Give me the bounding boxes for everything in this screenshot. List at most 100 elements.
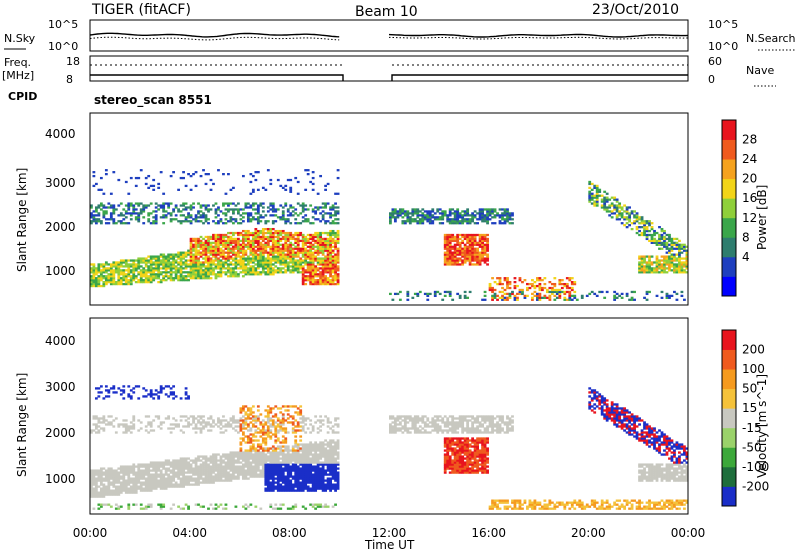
heatmap-cell <box>481 233 484 237</box>
heatmap-cell <box>144 263 148 266</box>
heatmap-cell <box>159 485 163 488</box>
heatmap-cell <box>174 204 178 207</box>
heatmap-cell <box>234 208 238 211</box>
heatmap-cell <box>107 206 111 209</box>
heatmap-cell <box>271 483 275 486</box>
heatmap-cell <box>463 237 467 241</box>
heatmap-cell <box>473 243 477 246</box>
heatmap-cell <box>169 253 173 256</box>
heatmap-cell <box>137 477 141 480</box>
heatmap-cell <box>269 469 273 472</box>
heatmap-cell <box>271 461 275 464</box>
heatmap-cell <box>149 257 153 260</box>
heatmap-cell <box>92 493 96 496</box>
heatmap-cell <box>99 467 103 470</box>
heatmap-cell <box>274 245 278 248</box>
heatmap-cell <box>119 487 123 490</box>
heatmap-cell <box>276 485 280 488</box>
heatmap-cell <box>279 184 283 188</box>
heatmap-cell <box>276 475 280 478</box>
heatmap-cell <box>628 212 631 215</box>
heatmap-cell <box>234 273 238 276</box>
heatmap-cell <box>192 427 195 430</box>
heatmap-cell <box>224 239 228 243</box>
heatmap-cell <box>124 429 128 432</box>
heatmap-cell <box>187 479 190 482</box>
heatmap-cell <box>446 247 450 250</box>
heatmap-cell <box>458 253 462 256</box>
heatmap-cell <box>179 251 183 254</box>
heatmap-cell <box>167 204 171 207</box>
heatmap-cell <box>276 459 280 462</box>
heatmap-cell <box>675 237 679 241</box>
heatmap-cell <box>246 273 250 276</box>
heatmap-cell <box>152 279 156 282</box>
heatmap-cell <box>615 216 619 219</box>
heatmap-cell <box>478 235 482 239</box>
heatmap-cell <box>142 259 146 262</box>
heatmap-cell <box>326 247 330 250</box>
heatmap-cell <box>329 237 332 241</box>
heatmap-cell <box>478 233 482 237</box>
heatmap-cell <box>97 391 101 394</box>
freq-label: Freq. <box>4 56 31 69</box>
heatmap-cell <box>192 237 195 241</box>
heatmap-cell <box>192 277 195 280</box>
heatmap-cell <box>451 245 455 248</box>
heatmap-cell <box>458 243 462 246</box>
heatmap-cell <box>114 489 118 492</box>
heatmap-cell <box>411 208 415 211</box>
heatmap-cell <box>152 271 156 274</box>
heatmap-cell <box>251 411 255 414</box>
heatmap-cell <box>316 235 320 239</box>
heatmap-cell <box>329 275 332 278</box>
heatmap-cell <box>466 257 470 260</box>
heatmap-cell <box>112 218 116 221</box>
heatmap-cell <box>336 239 340 243</box>
heatmap-cell <box>99 421 103 424</box>
heatmap-cell <box>249 409 253 412</box>
heatmap-cell <box>545 290 549 294</box>
heatmap-cell <box>194 184 198 188</box>
heatmap-cell <box>90 206 93 209</box>
heatmap-cell <box>134 485 138 488</box>
heatmap-cell <box>281 271 285 274</box>
heatmap-cell <box>127 465 131 468</box>
heatmap-cell <box>132 463 136 466</box>
heatmap-cell <box>102 265 106 268</box>
heatmap-cell <box>254 171 258 174</box>
heatmap-cell <box>311 255 315 258</box>
heatmap-cell <box>463 235 467 239</box>
heatmap-cell <box>553 282 557 286</box>
heatmap-cell <box>683 269 686 272</box>
heatmap-cell <box>264 469 268 472</box>
heatmap-cell <box>244 202 248 205</box>
heatmap-cell <box>276 479 280 482</box>
heatmap-cell <box>483 259 487 262</box>
heatmap-cell <box>164 279 168 282</box>
heatmap-cell <box>595 194 599 197</box>
heatmap-cell <box>222 173 225 176</box>
heatmap-cell <box>194 249 198 252</box>
heatmap-cell <box>197 271 200 274</box>
heatmap-cell <box>212 455 215 458</box>
heatmap-cell <box>678 257 681 260</box>
heatmap-cell <box>254 218 258 221</box>
heatmap-cell <box>232 257 235 260</box>
heatmap-cell <box>269 239 273 243</box>
heatmap-cell <box>264 487 268 490</box>
heatmap-cell <box>90 204 93 207</box>
heatmap-cell <box>336 231 340 235</box>
heatmap-cell <box>241 253 245 256</box>
heatmap-cell <box>102 192 106 195</box>
heatmap-cell <box>331 239 335 243</box>
heatmap-cell <box>209 469 213 472</box>
heatmap-cell <box>154 261 158 264</box>
heatmap-cell <box>234 275 238 278</box>
heatmap-cell <box>271 204 275 207</box>
heatmap-cell <box>321 251 325 254</box>
heatmap-cell <box>194 459 198 462</box>
heatmap-cell <box>154 210 158 213</box>
heatmap-cell <box>259 475 263 478</box>
heatmap-cell <box>187 214 190 217</box>
